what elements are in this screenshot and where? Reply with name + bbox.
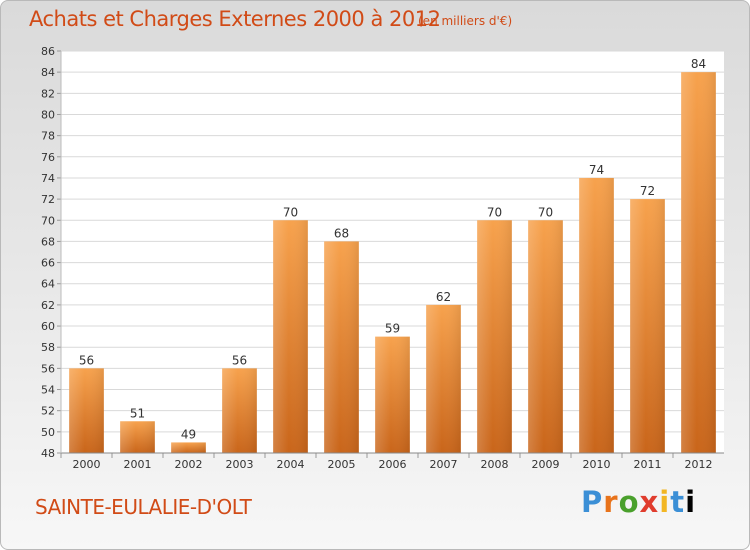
y-tick-label: 80 <box>41 108 55 121</box>
logo-letter: x <box>639 485 660 519</box>
data-label: 62 <box>436 290 451 304</box>
bar-shine <box>579 177 614 453</box>
data-label: 51 <box>130 406 145 420</box>
y-tick-label: 82 <box>41 87 55 100</box>
bars <box>60 72 716 458</box>
bar-shine <box>375 336 410 453</box>
x-tick-label: 2011 <box>634 458 662 471</box>
bar-shine <box>69 368 104 453</box>
x-tick-label: 2005 <box>328 458 356 471</box>
y-tick-label: 62 <box>41 299 55 312</box>
data-label: 68 <box>334 226 349 240</box>
x-tick-label: 2002 <box>175 458 203 471</box>
data-label: 59 <box>385 322 400 336</box>
y-tick-label: 66 <box>41 257 55 270</box>
logo-letter: t <box>670 485 686 519</box>
logo-letter: i <box>685 485 697 519</box>
y-tick-label: 76 <box>41 151 55 164</box>
bar-shine <box>426 304 461 453</box>
y-tick-label: 70 <box>41 214 55 227</box>
chart-unit: (en milliers d'€) <box>418 14 513 28</box>
bar-shine <box>630 199 665 453</box>
data-label: 74 <box>589 163 604 177</box>
bar-shine <box>528 220 563 453</box>
y-tick-label: 56 <box>41 362 55 375</box>
y-tick-label: 78 <box>41 130 55 143</box>
chart-title: Achats et Charges Externes 2000 à 2012 <box>29 7 441 31</box>
bar-shine <box>273 220 308 453</box>
x-tick-label: 2004 <box>277 458 305 471</box>
x-tick-label: 2009 <box>532 458 560 471</box>
bar-shine <box>477 220 512 453</box>
y-tick-label: 58 <box>41 341 55 354</box>
x-tick-label: 2006 <box>379 458 407 471</box>
y-tick-label: 86 <box>41 45 55 58</box>
x-tick-label: 2010 <box>583 458 611 471</box>
bar-shine <box>120 421 155 453</box>
bar-shine <box>324 241 359 453</box>
y-tick-label: 52 <box>41 405 55 418</box>
data-label: 72 <box>640 184 655 198</box>
data-label: 56 <box>79 353 94 367</box>
data-label: 70 <box>487 205 502 219</box>
logo-letter: P <box>581 485 604 519</box>
x-tick-label: 2008 <box>481 458 509 471</box>
y-tick-label: 74 <box>41 172 55 185</box>
logo-letter: o <box>618 485 640 519</box>
bar-shine <box>681 72 716 453</box>
bar-shine <box>171 442 206 453</box>
y-tick-label: 72 <box>41 193 55 206</box>
bar-shine <box>222 368 257 453</box>
y-tick-label: 48 <box>41 447 55 460</box>
logo-letter: r <box>603 485 619 519</box>
y-tick-label: 54 <box>41 384 55 397</box>
x-tick-label: 2007 <box>430 458 458 471</box>
x-tick-labels: 2000 2001 2002 2003 2004 2005 2006 2007 2008 2009… <box>73 458 713 471</box>
place-name: SAINTE-EULALIE-D'OLT <box>35 495 252 519</box>
x-tick-label: 2001 <box>124 458 152 471</box>
data-labels: 56 51 49 56 70 68 59 62 70 70 74 72 84 <box>79 57 706 441</box>
y-tick-labels: 48 50 52 54 56 58 60 62 64 66 68 70 72 74 76 78 80 82 84 86 <box>41 45 55 460</box>
y-tick-label: 50 <box>41 426 55 439</box>
data-label: 49 <box>181 427 196 441</box>
proxiti-logo: Proxiti <box>581 485 696 519</box>
y-tick-label: 84 <box>41 66 55 79</box>
x-tick-label: 2012 <box>685 458 713 471</box>
data-label: 84 <box>691 57 706 71</box>
y-tick-label: 68 <box>41 235 55 248</box>
x-tick-label: 2000 <box>73 458 101 471</box>
data-label: 70 <box>538 205 553 219</box>
y-tick-label: 64 <box>41 278 55 291</box>
y-tick-label: 60 <box>41 320 55 333</box>
data-label: 56 <box>232 353 247 367</box>
data-label: 70 <box>283 205 298 219</box>
x-tick-label: 2003 <box>226 458 254 471</box>
logo-letter: i <box>659 485 671 519</box>
